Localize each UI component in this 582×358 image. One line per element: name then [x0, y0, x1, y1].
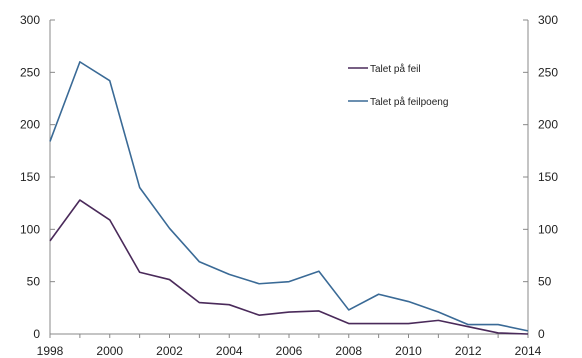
- x-tick-label: 1998: [37, 344, 64, 358]
- series-line-1: [50, 62, 528, 331]
- x-tick-label: 2002: [156, 344, 183, 358]
- y-tick-label-right: 250: [538, 65, 558, 79]
- y-tick-label-right: 0: [538, 327, 545, 341]
- x-axis-ticks: 1998 2000 2002 2004 2006 2008 2010 2012 2014: [37, 334, 542, 358]
- y-tick-label-right: 100: [538, 222, 558, 236]
- legend-label-talet-pa-feilpoeng: Talet på feilpoeng: [370, 96, 448, 108]
- y-tick-label-right: 50: [538, 275, 552, 289]
- legend-label-talet-pa-feil: Talet på feil: [370, 63, 421, 75]
- x-tick-label: 2010: [395, 344, 422, 358]
- y-tick-label-right: 150: [538, 170, 558, 184]
- x-tick-label: 2012: [455, 344, 482, 358]
- y-tick-label-left: 300: [20, 13, 40, 27]
- x-tick-label: 2000: [96, 344, 123, 358]
- y-tick-label-left: 100: [20, 222, 40, 236]
- series-line-0: [50, 200, 528, 334]
- y-tick-label-left: 250: [20, 65, 40, 79]
- x-tick-label: 2014: [515, 344, 542, 358]
- y-tick-label-left: 200: [20, 118, 40, 132]
- x-tick-label: 2008: [335, 344, 362, 358]
- legend: Talet på feil Talet på feilpoeng: [348, 63, 448, 108]
- x-tick-label: 2004: [216, 344, 243, 358]
- y-tick-label-right: 200: [538, 118, 558, 132]
- y-tick-label-left: 0: [33, 327, 40, 341]
- y-tick-label-left: 150: [20, 170, 40, 184]
- y-tick-label-right: 300: [538, 13, 558, 27]
- y-tick-label-left: 50: [27, 275, 41, 289]
- x-tick-label: 2006: [276, 344, 303, 358]
- series-layer: [50, 62, 528, 334]
